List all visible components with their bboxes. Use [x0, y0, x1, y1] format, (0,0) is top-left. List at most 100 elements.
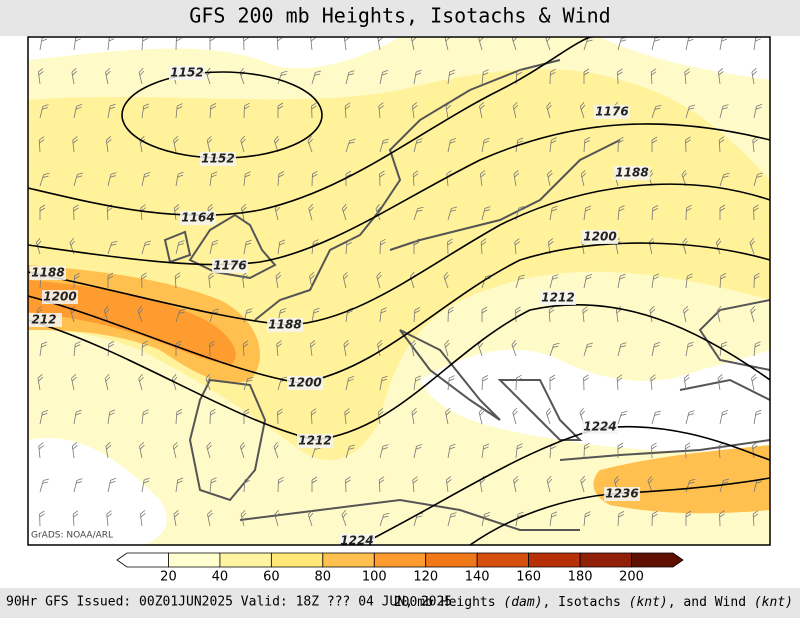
barb-flag — [752, 71, 758, 76]
wind-barb — [651, 205, 659, 221]
colorbar-tick-label: 140 — [465, 570, 490, 585]
barb-shaft — [683, 310, 687, 323]
barb-flag — [755, 38, 761, 42]
barb-flag — [449, 140, 456, 144]
barb-flag — [104, 373, 110, 379]
barb-flag — [206, 135, 212, 141]
barb-flag — [414, 310, 421, 314]
barb-flag — [209, 340, 215, 345]
wind-barb — [311, 70, 322, 85]
wind-barb — [379, 69, 389, 85]
wind-barb — [515, 443, 523, 459]
barb-flag — [479, 101, 485, 107]
wind-barb — [311, 170, 318, 187]
barb-flag — [651, 139, 658, 144]
barb-shaft — [174, 276, 177, 289]
colorbar-tick-label: 180 — [568, 570, 593, 585]
barb-shaft — [651, 276, 655, 289]
contour-label-bg — [339, 534, 375, 545]
barb-shaft — [717, 72, 721, 85]
barb-flag — [281, 70, 288, 73]
barb-flag — [246, 311, 252, 314]
barb-shaft — [172, 446, 177, 459]
barb-flag — [416, 515, 423, 518]
wind-barb — [549, 137, 557, 153]
wind-barb — [138, 373, 144, 391]
barb-shaft — [444, 344, 449, 357]
barb-flag — [276, 340, 282, 345]
barb-flag — [108, 341, 115, 345]
wind-barb — [549, 205, 558, 221]
wind-barb — [209, 171, 218, 187]
barb-flag — [617, 445, 624, 450]
barb-shaft — [478, 38, 483, 51]
barb-flag — [71, 376, 77, 382]
barb-flag — [751, 373, 757, 379]
barb-flag — [382, 447, 388, 450]
barb-flag — [547, 169, 553, 175]
barb-flag — [141, 275, 147, 280]
barb-flag — [142, 340, 148, 345]
barb-shaft — [345, 378, 349, 391]
wind-barb — [651, 136, 658, 152]
wind-barb — [583, 137, 591, 153]
barb-shaft — [445, 412, 449, 425]
barb-flag — [548, 238, 554, 243]
barb-shaft — [39, 480, 44, 493]
barb-flag — [648, 237, 654, 243]
barb-shaft — [175, 412, 178, 425]
barb-shaft — [345, 72, 350, 85]
barb-flag — [313, 310, 320, 314]
barb-flag — [517, 208, 524, 212]
wind-barb — [413, 138, 423, 153]
barb-flag — [376, 206, 381, 212]
barb-flag — [38, 377, 44, 382]
wind-barb — [617, 68, 623, 85]
barb-shaft — [307, 140, 313, 153]
barb-flag — [210, 103, 217, 107]
wind-barb — [651, 273, 660, 289]
barb-flag — [650, 374, 656, 379]
colorbar-swatch — [373, 552, 427, 568]
barb-flag — [687, 273, 693, 277]
wind-barb — [273, 441, 279, 459]
barb-flag — [619, 276, 626, 280]
barb-flag — [443, 271, 448, 277]
barb-flag — [276, 343, 282, 348]
barb-flag — [342, 206, 348, 212]
barb-flag — [241, 206, 247, 212]
barb-flag — [38, 445, 44, 450]
barb-flag — [313, 307, 320, 311]
barb-flag — [513, 410, 518, 416]
barb-flag — [411, 37, 417, 42]
wind-barb — [481, 69, 489, 85]
barb-shaft — [650, 378, 653, 391]
barb-flag — [650, 68, 657, 73]
contour-label: 1188 — [31, 266, 64, 280]
wind-barb — [512, 407, 518, 425]
barb-flag — [483, 443, 490, 447]
barb-flag — [42, 104, 49, 107]
wind-barb — [277, 476, 284, 493]
barb-flag — [483, 446, 489, 450]
wind-barb — [379, 375, 388, 391]
barb-flag — [38, 68, 44, 73]
barb-flag — [144, 243, 151, 246]
barb-flag — [412, 105, 418, 110]
barb-flag — [684, 377, 690, 382]
wind-barb — [344, 102, 351, 119]
barb-shaft — [105, 72, 109, 85]
wind-barb — [209, 408, 216, 425]
barb-flag — [277, 105, 284, 110]
barb-flag — [381, 378, 388, 382]
barb-shaft — [447, 378, 450, 391]
barb-shaft — [617, 344, 622, 357]
colorbar-tick-label: 40 — [212, 570, 229, 585]
barb-flag — [279, 310, 286, 314]
barb-flag — [686, 276, 693, 280]
barb-flag — [618, 208, 625, 212]
barb-flag — [754, 344, 761, 348]
barb-shaft — [719, 344, 723, 357]
barb-flag — [172, 376, 178, 382]
barb-flag — [346, 242, 353, 246]
